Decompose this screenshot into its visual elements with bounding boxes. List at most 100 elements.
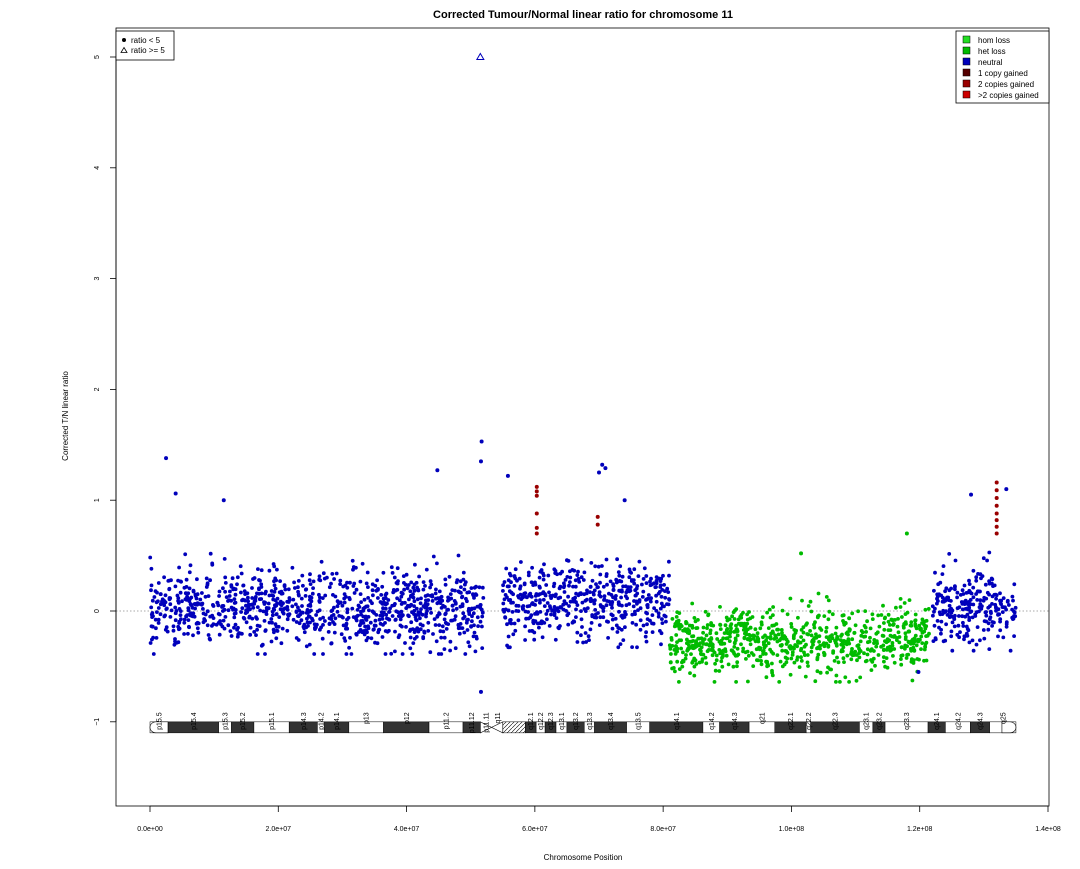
data-point bbox=[418, 616, 422, 621]
data-point bbox=[602, 594, 607, 599]
data-point bbox=[308, 582, 313, 586]
data-point bbox=[344, 626, 348, 631]
data-point bbox=[461, 616, 465, 621]
band-label: p11.2 bbox=[444, 712, 451, 729]
data-point bbox=[519, 560, 523, 564]
data-point bbox=[985, 558, 989, 563]
data-point bbox=[229, 584, 234, 589]
data-point bbox=[649, 596, 653, 601]
data-point bbox=[307, 578, 312, 583]
data-point bbox=[718, 627, 723, 631]
data-point bbox=[598, 580, 602, 585]
data-point bbox=[987, 592, 991, 597]
data-point bbox=[348, 635, 352, 640]
data-point bbox=[263, 628, 268, 632]
data-point bbox=[790, 650, 795, 655]
outlier-point bbox=[916, 669, 921, 674]
data-point bbox=[748, 616, 753, 621]
data-point bbox=[920, 617, 925, 622]
data-point bbox=[581, 578, 586, 582]
data-point bbox=[330, 608, 335, 613]
data-point bbox=[399, 590, 404, 595]
data-point bbox=[892, 647, 897, 651]
data-point bbox=[617, 609, 621, 614]
data-point bbox=[291, 617, 296, 622]
data-point bbox=[473, 649, 478, 654]
data-point bbox=[996, 634, 1000, 639]
data-point bbox=[525, 604, 530, 609]
data-point bbox=[771, 605, 775, 609]
outlier-point bbox=[534, 493, 539, 498]
data-point bbox=[270, 593, 274, 598]
data-point bbox=[310, 618, 315, 623]
data-point bbox=[415, 597, 420, 602]
data-point bbox=[734, 607, 739, 611]
data-point bbox=[345, 607, 350, 612]
data-point bbox=[354, 587, 359, 592]
data-point bbox=[679, 638, 683, 643]
data-point bbox=[978, 572, 983, 577]
data-point bbox=[643, 634, 648, 639]
data-point bbox=[604, 603, 609, 608]
data-point bbox=[440, 624, 445, 629]
data-point bbox=[765, 610, 769, 615]
data-point bbox=[987, 647, 992, 651]
data-point bbox=[998, 628, 1003, 633]
data-point bbox=[274, 624, 279, 629]
data-point bbox=[366, 596, 370, 600]
band-label: p11.11 bbox=[484, 712, 491, 732]
data-point bbox=[391, 588, 396, 592]
data-point bbox=[420, 612, 425, 617]
data-point bbox=[263, 652, 267, 656]
data-point bbox=[576, 569, 580, 574]
data-point bbox=[156, 606, 161, 610]
data-point bbox=[770, 673, 775, 678]
data-point bbox=[661, 573, 665, 578]
data-point bbox=[958, 593, 963, 597]
data-point bbox=[779, 628, 784, 632]
data-point bbox=[208, 551, 213, 556]
data-point bbox=[315, 609, 320, 614]
data-point bbox=[542, 562, 546, 567]
data-point bbox=[902, 601, 907, 605]
band-label: p15.4 bbox=[191, 712, 198, 730]
data-point bbox=[259, 585, 264, 589]
data-point bbox=[940, 612, 945, 616]
data-point bbox=[412, 604, 416, 608]
data-point bbox=[827, 609, 832, 614]
data-point bbox=[556, 596, 561, 601]
data-point bbox=[471, 611, 476, 616]
data-point bbox=[372, 611, 376, 615]
data-point bbox=[1004, 622, 1009, 626]
data-point bbox=[239, 571, 244, 576]
data-point bbox=[755, 635, 760, 639]
data-point bbox=[156, 581, 161, 585]
data-point bbox=[390, 571, 395, 575]
data-point bbox=[419, 596, 423, 601]
data-point bbox=[196, 630, 201, 635]
data-point bbox=[251, 577, 255, 581]
data-point bbox=[579, 575, 584, 580]
data-point bbox=[272, 630, 276, 635]
data-point bbox=[445, 608, 450, 612]
data-point bbox=[318, 595, 322, 600]
data-point bbox=[456, 553, 461, 558]
data-point bbox=[627, 567, 632, 572]
data-point bbox=[338, 578, 343, 583]
data-point bbox=[618, 642, 623, 646]
data-point bbox=[739, 615, 744, 620]
data-point bbox=[953, 558, 958, 563]
data-point bbox=[852, 631, 857, 635]
data-point bbox=[596, 585, 600, 589]
data-point bbox=[869, 647, 874, 652]
data-point bbox=[732, 652, 737, 656]
data-point bbox=[357, 605, 362, 609]
data-point bbox=[512, 574, 517, 579]
data-point bbox=[339, 614, 344, 619]
data-point bbox=[329, 641, 334, 646]
data-point bbox=[703, 655, 708, 660]
band-label: q12.1 bbox=[528, 712, 535, 730]
data-point bbox=[596, 564, 601, 569]
data-point bbox=[604, 557, 609, 562]
data-point bbox=[228, 629, 233, 633]
